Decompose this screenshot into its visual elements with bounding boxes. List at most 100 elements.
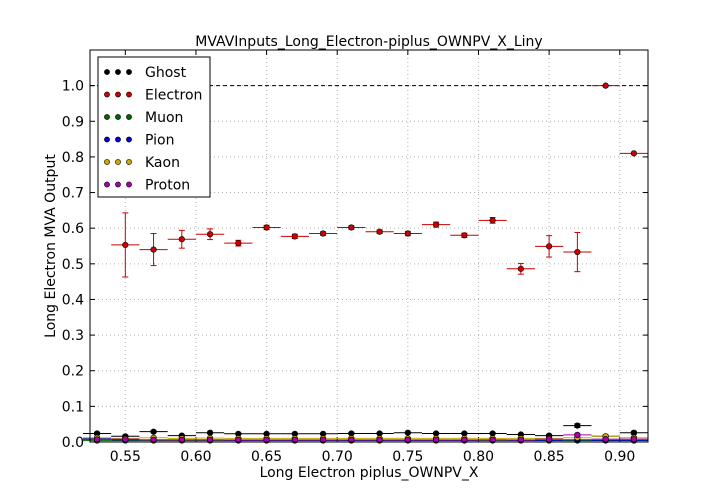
legend-label: Proton — [145, 178, 190, 194]
plot-frame — [89, 49, 649, 443]
data-point — [630, 436, 637, 443]
data-point — [291, 233, 298, 240]
data-point — [348, 224, 355, 231]
y-tick-label: 0.7 — [62, 186, 84, 202]
data-point — [489, 217, 496, 224]
data-point — [602, 82, 609, 89]
data-point — [404, 436, 411, 443]
legend-marker — [126, 159, 132, 165]
legend-marker — [115, 181, 121, 188]
legend-label: Electron — [145, 88, 202, 104]
data-point — [235, 436, 242, 443]
data-point — [546, 436, 553, 443]
data-point — [291, 436, 298, 443]
data-point — [602, 436, 609, 443]
data-point — [574, 248, 581, 256]
y-tick-label: 0.6 — [62, 221, 84, 237]
legend-marker — [115, 159, 121, 165]
legend-label: Pion — [145, 133, 174, 149]
legend-label: Muon — [145, 110, 183, 126]
legend-marker — [115, 69, 121, 75]
data-point — [461, 232, 468, 239]
legend-marker — [126, 136, 132, 143]
legend-marker — [115, 136, 121, 143]
series-ghost — [82, 422, 648, 440]
legend-marker — [104, 159, 110, 165]
legend-entry-electron: Electron — [104, 88, 202, 104]
x-tick-label: 0.60 — [180, 449, 211, 465]
data-point — [263, 436, 270, 443]
data-point — [319, 230, 327, 237]
x-tick-label: 0.65 — [251, 449, 282, 465]
legend-entry-pion: Pion — [104, 133, 174, 149]
data-point — [433, 221, 440, 228]
data-point — [433, 436, 440, 443]
data-point — [630, 150, 637, 157]
legend-label: Ghost — [145, 65, 187, 81]
x-axis-label: Long Electron piplus_OWNPV_X — [260, 465, 479, 481]
data-point — [178, 236, 185, 243]
x-tick-label: 0.90 — [604, 449, 635, 465]
y-axis-label: Long Electron MVA Output — [43, 154, 59, 338]
series-proton — [82, 431, 648, 443]
data-point — [122, 436, 129, 443]
data-point — [206, 436, 214, 443]
legend-entry-proton: Proton — [104, 178, 190, 194]
data-point — [122, 241, 129, 249]
data-point — [376, 228, 383, 235]
plot-area: 0.55 0.60 0.65 0.70 0.75 0.80 0.85 0.90 0.0 0.1 0.… — [62, 50, 648, 465]
y-tick-label: 0.2 — [62, 364, 84, 380]
legend-entry-kaon: Kaon — [104, 155, 180, 171]
legend-marker — [115, 114, 121, 120]
data-point — [517, 265, 524, 272]
data-point — [93, 436, 101, 443]
x-tick-label: 0.70 — [322, 449, 353, 465]
data-point — [150, 428, 157, 435]
legend-marker — [104, 181, 110, 188]
data-point — [206, 231, 214, 238]
data-point — [489, 436, 496, 443]
y-tick-label: 0.9 — [62, 114, 84, 130]
legend-marker — [126, 114, 132, 120]
data-point — [150, 246, 157, 253]
y-tick-label: 1.0 — [62, 79, 84, 95]
legend-marker — [115, 91, 121, 98]
y-tick-label: 0.8 — [62, 150, 84, 166]
y-tick-label: 0.3 — [62, 328, 84, 344]
data-point — [574, 422, 581, 429]
legend-entry-ghost: Ghost — [104, 65, 187, 81]
legend-marker — [104, 136, 110, 143]
data-point — [178, 436, 185, 443]
data-point — [319, 436, 327, 443]
data-point — [461, 436, 468, 443]
data-point — [574, 431, 581, 438]
legend-marker — [126, 181, 132, 188]
legend: Ghost Electron Muon Pion Kaon Proton — [97, 56, 211, 198]
data-point — [206, 429, 214, 436]
legend-marker — [126, 91, 132, 98]
y-tick-label: 0.0 — [62, 435, 84, 451]
data-point — [235, 240, 242, 247]
legend-marker — [104, 91, 110, 98]
series-electron — [111, 82, 648, 278]
data-point — [404, 230, 411, 237]
legend-marker — [126, 69, 132, 75]
x-tick-label: 0.55 — [110, 449, 141, 465]
y-tick-label: 0.5 — [62, 257, 84, 273]
data-point — [404, 429, 411, 436]
y-tick-label: 0.1 — [62, 399, 84, 415]
x-tick-label: 0.80 — [463, 449, 494, 465]
data-point — [376, 436, 383, 443]
data-point — [263, 224, 270, 231]
legend-label: Kaon — [145, 155, 180, 171]
y-tick-label: 0.4 — [62, 292, 84, 308]
x-tick-label: 0.75 — [392, 449, 423, 465]
data-point — [546, 243, 553, 250]
chart-title: MVAVInputs_Long_Electron-piplus_OWNPV_X_… — [195, 34, 542, 50]
legend-marker — [104, 69, 110, 75]
legend-box — [97, 56, 211, 198]
data-point — [517, 436, 524, 443]
legend-entry-muon: Muon — [104, 110, 183, 126]
legend-marker — [104, 114, 110, 120]
